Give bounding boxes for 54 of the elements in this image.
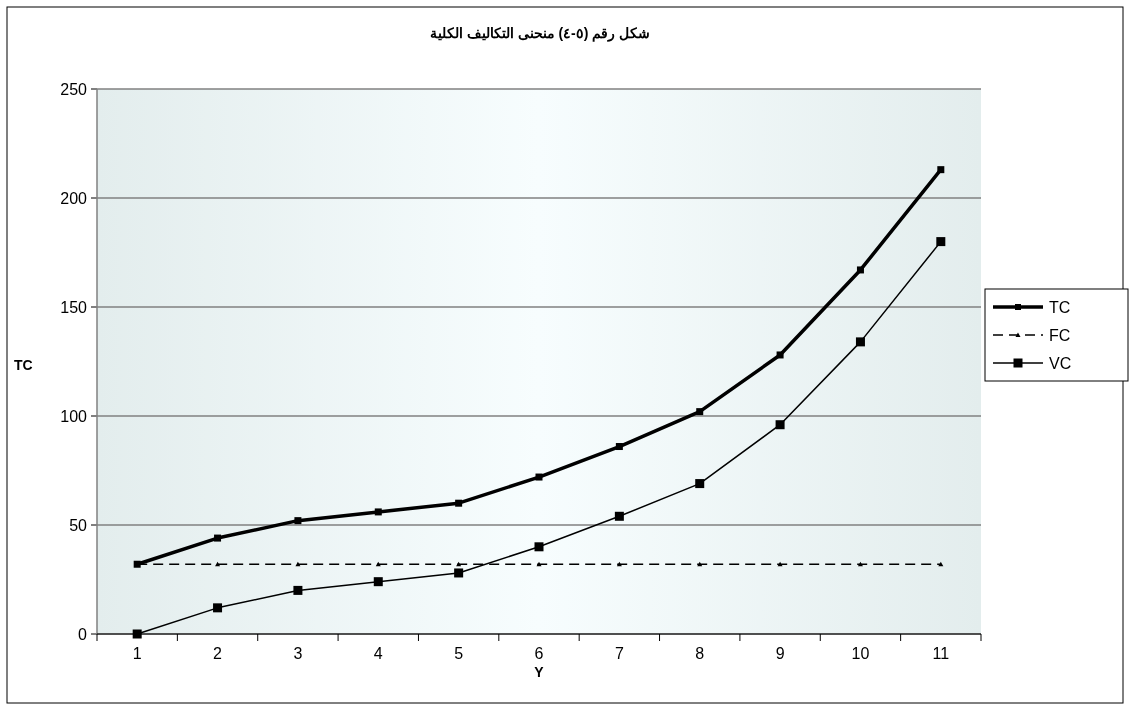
- point: [455, 499, 463, 507]
- y-tick-label: 250: [60, 81, 88, 98]
- y-tick-label: 0: [78, 626, 88, 643]
- point: [132, 629, 142, 639]
- point: [295, 561, 301, 567]
- chart-title: شكل رقم (٥-٤) منحنى التكاليف الكلية: [429, 25, 651, 42]
- point: [615, 443, 623, 451]
- point: [938, 561, 944, 567]
- point: [293, 585, 303, 595]
- point: [373, 577, 383, 587]
- point: [937, 166, 945, 174]
- point: [855, 337, 865, 347]
- y-axis-title: TC: [14, 357, 33, 373]
- y-tick-label: 200: [60, 190, 88, 207]
- point: [614, 511, 624, 521]
- point: [616, 561, 622, 567]
- y-tick-label: 100: [60, 408, 88, 425]
- x-tick-label: 2: [213, 645, 223, 662]
- x-axis-title: Y: [534, 664, 545, 680]
- point: [215, 561, 221, 567]
- x-tick-label: 4: [373, 645, 383, 662]
- point: [776, 351, 784, 359]
- point: [294, 517, 302, 525]
- point: [534, 542, 544, 552]
- legend-label: FC: [1049, 327, 1071, 344]
- point: [856, 266, 864, 274]
- x-tick-label: 10: [851, 645, 870, 662]
- point: [536, 561, 542, 567]
- x-tick-label: 9: [775, 645, 785, 662]
- point: [535, 473, 543, 481]
- point: [456, 561, 462, 567]
- point: [213, 603, 223, 613]
- point: [857, 561, 863, 567]
- x-tick-label: 6: [534, 645, 544, 662]
- x-tick-label: 7: [614, 645, 624, 662]
- x-tick-label: 1: [132, 645, 142, 662]
- x-tick-label: 5: [454, 645, 464, 662]
- y-tick-label: 50: [69, 517, 88, 534]
- point: [375, 561, 381, 567]
- point: [696, 408, 704, 416]
- point: [936, 237, 946, 247]
- point: [695, 479, 705, 489]
- point: [214, 534, 222, 542]
- point: [777, 561, 783, 567]
- y-tick-label: 150: [60, 299, 88, 316]
- x-tick-label: 11: [932, 645, 950, 662]
- point: [454, 568, 464, 578]
- legend-label: VC: [1049, 355, 1072, 372]
- x-tick-label: 3: [293, 645, 303, 662]
- x-tick-label: 8: [695, 645, 705, 662]
- point: [374, 508, 382, 516]
- point: [697, 561, 703, 567]
- point: [775, 420, 785, 430]
- legend-label: TC: [1049, 299, 1071, 316]
